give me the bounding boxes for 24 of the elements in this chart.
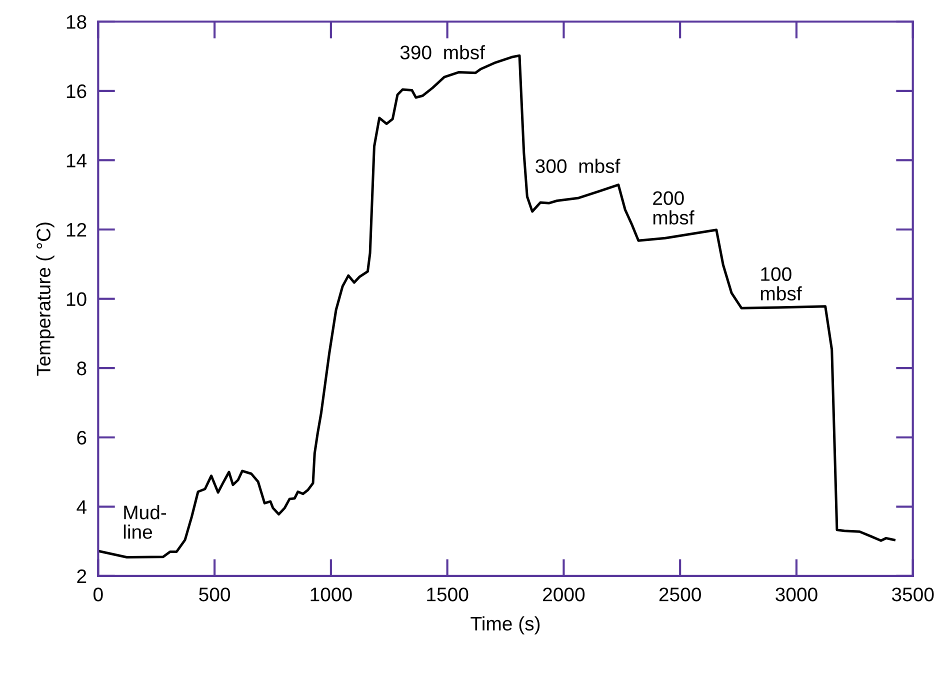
y-tick-label: 2 [77,569,86,583]
x-tick-label: 3500 [892,588,934,602]
annotation: 300 mbsf [536,158,620,173]
y-tick-label: 6 [77,430,86,445]
annotation: 390 mbsf [400,45,486,60]
y-tick-label: 4 [76,500,86,514]
y-axis-title: Temperature ( °C) [36,222,54,376]
annotation: 200 mbsf [653,191,694,225]
x-tick-label: 0 [94,588,103,602]
y-tick-label: 8 [77,362,86,376]
y-tick-label: 12 [66,222,86,237]
annotation: Mud- line [124,505,166,539]
y-tick-label: 10 [66,292,86,306]
x-tick-label: 1000 [310,588,352,602]
y-tick-label: 16 [66,84,86,98]
y-tick-label: 18 [66,15,86,29]
x-tick-label: 2000 [543,588,585,602]
x-tick-label: 1500 [427,588,468,602]
x-axis-title: Time (s) [470,616,540,634]
x-tick-label: 2500 [659,588,701,602]
y-tick-label: 14 [66,154,86,168]
x-tick-label: 500 [199,588,230,602]
annotation: 100 mbsf [760,267,802,300]
x-tick-label: 3000 [776,588,818,602]
